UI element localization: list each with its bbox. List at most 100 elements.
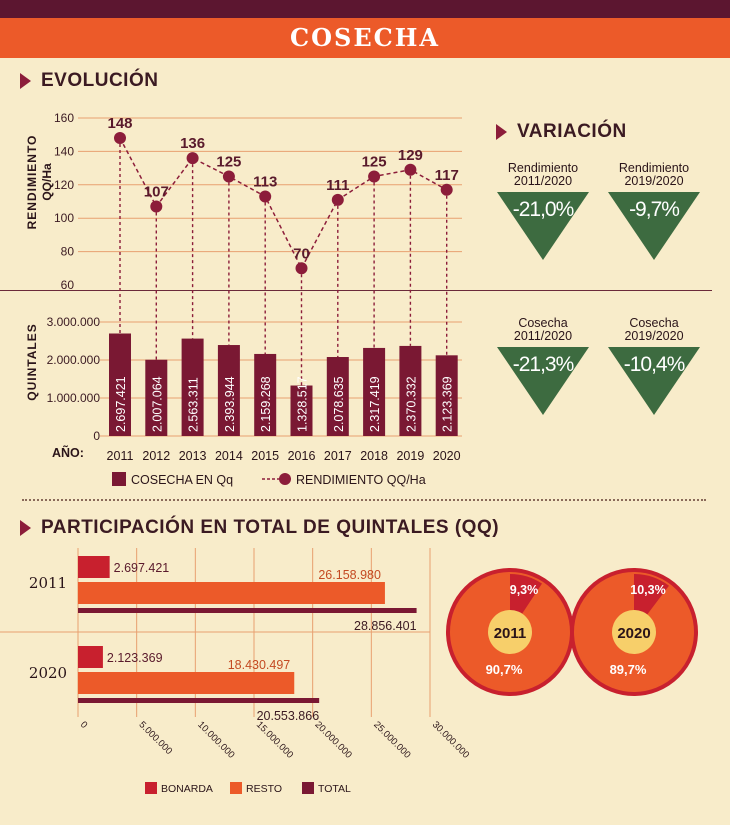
bar (326, 357, 349, 436)
bar-value-label: 2.697.421 (114, 376, 128, 432)
bar (217, 345, 240, 436)
hbar-value-label: 20.553.866 (257, 709, 320, 723)
hbar-resto (78, 672, 295, 694)
hbar-value-label: 2.123.369 (107, 651, 163, 665)
x-tick-label: 2013 (179, 449, 207, 463)
y-tick-label: 3.000.000 (47, 315, 101, 329)
variacion-period: 2019/2020 (624, 174, 684, 188)
rendimiento-value-label: 136 (180, 135, 205, 152)
x-tick-label: 0 (78, 719, 90, 731)
x-tick-label: 2011 (107, 449, 134, 463)
variacion-item-0: Rendimiento 2011/2020 -21,0% (495, 162, 591, 262)
legend-label: BONARDA (161, 783, 213, 795)
pie-slice-label: 9,3% (510, 583, 539, 597)
hbar-value-label: 26.158.980 (318, 568, 381, 582)
legend-swatch-cosecha (112, 472, 126, 486)
y-tick-label: 100 (54, 211, 74, 225)
y-tick-label: 2.000.000 (47, 353, 101, 367)
variacion-label: Rendimiento (618, 161, 690, 175)
pie-slice-label: 90,7% (486, 662, 523, 677)
section-participacion: PARTICIPACIÓN EN TOTAL DE QUINTALES (QQ) (20, 517, 499, 539)
bar (363, 347, 386, 436)
chart-divider (0, 290, 712, 291)
variacion-period: 2011/2020 (513, 174, 573, 188)
x-tick-label: 15.000.000 (254, 719, 295, 760)
bar-value-label: 2.159.268 (259, 376, 273, 432)
rendimiento-point (222, 170, 235, 183)
pie-center-label: 2020 (617, 625, 650, 642)
rendimiento-point (404, 163, 417, 176)
legend-label: RESTO (246, 783, 282, 795)
y-tick-label: 0 (93, 429, 100, 443)
top-bar (0, 0, 730, 18)
variacion-label: Rendimiento (507, 161, 579, 175)
y-tick-label: 160 (54, 111, 74, 125)
rendimiento-value-label: 125 (216, 153, 241, 170)
variacion-label: Cosecha (629, 316, 679, 330)
rendimiento-value-label: 117 (435, 167, 459, 184)
section-divider (22, 499, 706, 501)
legend-label: RENDIMIENTO QQ/Ha (296, 473, 426, 487)
y-tick-label: 80 (61, 245, 75, 259)
bar-value-label: 2.123.369 (441, 376, 455, 432)
down-triangle-icon: -21,3% (495, 345, 591, 417)
evolucion-chart: 160 140 120 100 80 60 RENDIMIENTO QQ/Ha 3.000.00… (25, 111, 462, 487)
bar-value-label: 2.393.944 (223, 376, 237, 432)
x-tick-label: 10.000.000 (195, 719, 236, 760)
legend-label: TOTAL (318, 783, 351, 795)
variacion-label: Cosecha (518, 316, 568, 330)
bar-value-label: 2.563.311 (187, 377, 201, 432)
section-variacion-title: VARIACIÓN (517, 121, 627, 142)
y-tick-label: 140 (54, 144, 74, 158)
bar (181, 338, 204, 436)
y-tick-label: 60 (61, 278, 75, 292)
hbar-total (78, 608, 417, 613)
x-tick-label: 5.000.000 (137, 719, 175, 757)
bar-value-label: 2.370.332 (404, 376, 418, 432)
hbar-value-label: 18.430.497 (228, 658, 291, 672)
section-evolucion-title: EVOLUCIÓN (41, 70, 159, 91)
rendimiento-value-label: 111 (326, 177, 349, 194)
rendimiento-point (114, 132, 126, 145)
rendimiento-point (150, 200, 163, 213)
rendimiento-value-label: 125 (362, 153, 387, 170)
bar-value-label: 2.317.419 (368, 376, 382, 432)
x-axis-title: AÑO: (52, 445, 84, 460)
pie-slice-label: 10,3% (630, 583, 665, 597)
hbar-value-label: 2.697.421 (114, 561, 170, 575)
variacion-value: -10,4% (623, 353, 686, 376)
pie-slice-resto (452, 574, 568, 690)
pie-center (488, 610, 532, 654)
y-axis-title-unit: QQ/Ha (40, 163, 54, 201)
pie-center (612, 610, 656, 654)
bar-value-label: 2.078.635 (332, 376, 346, 432)
x-tick-label: 2020 (433, 449, 461, 463)
bar (399, 345, 422, 436)
x-tick-label: 2017 (324, 449, 352, 463)
rendimiento-point (331, 193, 344, 206)
bar-value-label: 1.328.517 (296, 376, 310, 432)
x-tick-label: 20.000.000 (313, 719, 354, 760)
variacion-value: -21,3% (512, 353, 575, 376)
rendimiento-value-label: 107 (144, 184, 169, 201)
play-triangle-icon (20, 73, 31, 89)
pie-outer-ring (570, 568, 698, 696)
rendimiento-line (119, 137, 448, 270)
variacion-value: -21,0% (512, 198, 575, 221)
legend-dot-icon (279, 473, 291, 485)
rendimiento-point (186, 152, 199, 165)
hbar-resto (78, 582, 385, 604)
section-evolucion: EVOLUCIÓN (20, 70, 158, 92)
bar (145, 359, 168, 436)
hbar-value-label: 28.856.401 (354, 619, 417, 633)
x-tick-label: 25.000.000 (371, 719, 412, 760)
bar (254, 353, 277, 436)
bar (435, 355, 458, 436)
y-axis-title: QUINTALES (25, 323, 39, 400)
pie-slice-label: 89,7% (610, 662, 647, 677)
down-triangle-icon: -9,7% (606, 190, 702, 262)
pie-outer-ring (446, 568, 574, 696)
legend-swatch (145, 782, 157, 794)
x-tick-label: 2019 (396, 449, 424, 463)
y-axis-title: RENDIMIENTO (25, 135, 39, 230)
